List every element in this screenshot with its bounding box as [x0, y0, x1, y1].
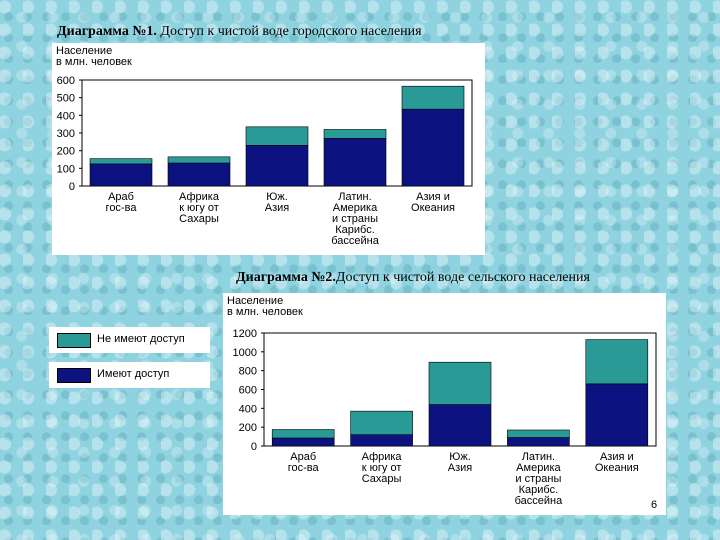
chart1-bar-no-access — [167, 162, 231, 187]
chart2-bar-no-access — [428, 404, 492, 447]
chart2-bar-no-access — [585, 383, 649, 447]
chart2-y-tick-label: 1200 — [233, 328, 257, 340]
chart1-category-label: Латин. — [338, 191, 371, 203]
chart1-category-label: Юж. — [266, 191, 288, 203]
chart2-category-label: Юж. — [449, 451, 471, 463]
chart1-category-label: Сахары — [179, 213, 219, 225]
chart1-category-label: и страны — [332, 213, 378, 225]
chart2-category-label: Латин. — [522, 451, 555, 463]
chart2-bar-no-access — [350, 434, 413, 447]
chart2-category-label: Америка — [516, 462, 561, 474]
chart1-bar-has-access — [323, 129, 387, 139]
chart2-bar-has-access — [350, 410, 413, 435]
chart1-bar-no-access — [401, 108, 465, 187]
chart1-category-label: бассейна — [331, 235, 380, 247]
chart2-y-tick-label: 1000 — [233, 347, 257, 359]
legend-label-no-access: Имеют доступ — [97, 368, 170, 380]
legend-label-has-access: Не имеют доступ — [97, 333, 185, 345]
chart2-bar-no-access — [271, 437, 335, 447]
chart2-panel: Население в млн. человек 0 200 400 600 800 1000… — [223, 293, 666, 515]
legend-swatch-no-access — [57, 368, 91, 383]
chart1-y-tick-label: 400 — [57, 110, 75, 122]
chart1-bar-has-access — [401, 85, 465, 110]
chart2-y-tick-label: 200 — [239, 422, 257, 434]
chart2-bar-has-access — [585, 339, 649, 385]
chart1-category-label: гос-ва — [106, 202, 138, 214]
chart1-ylabel-line: в млн. человек — [56, 56, 132, 68]
chart2-category-label: Океания — [595, 462, 639, 474]
chart2-category-label: Азия и — [600, 451, 634, 463]
chart2-y-tick-label: 600 — [239, 385, 257, 397]
page-number: 6 — [651, 499, 658, 511]
chart1-bar-no-access — [245, 145, 309, 187]
chart2-y-tick-label: 800 — [239, 366, 257, 378]
chart1-y-tick-label: 200 — [57, 146, 75, 158]
chart2-category-label: к югу от — [362, 462, 402, 474]
chart2-ylabel-line: Население — [227, 295, 283, 307]
chart2-bar-no-access — [507, 437, 570, 447]
chart1-y-tick-label: 600 — [57, 75, 75, 87]
chart2-category-label: Карибс. — [519, 484, 559, 496]
chart1-title-text: Доступ к чистой воде городского населени… — [156, 24, 422, 39]
chart2-y-tick-label: 400 — [239, 403, 257, 415]
chart1-category-label: Араб — [108, 191, 134, 203]
chart1-category-label: Азия — [265, 202, 290, 214]
chart2-category-label: гос-ва — [288, 462, 320, 474]
chart2-title: Диаграмма №2.Доступ к чистой воде сельск… — [236, 270, 590, 286]
chart1-bar-has-access — [89, 158, 153, 165]
chart1-ylabel-line: Население — [56, 45, 112, 57]
chart2-title-text: Доступ к чистой воде сельского населения — [335, 270, 590, 285]
chart1-category-label: к югу от — [179, 202, 219, 214]
chart2-category-label: и страны — [515, 473, 561, 485]
legend-item-no-access: Имеют доступ — [49, 362, 210, 388]
chart1-bar-has-access — [245, 126, 309, 146]
chart2-ylabel-line: в млн. человек — [227, 306, 303, 318]
chart2-category-label: Араб — [290, 451, 316, 463]
legend-swatch-has-access — [57, 333, 91, 348]
chart2-title-number: Диаграмма №2. — [236, 270, 336, 285]
chart2-bar-has-access — [507, 429, 570, 438]
chart2-bar-has-access — [271, 429, 335, 439]
chart2-category-label: Азия — [448, 462, 473, 474]
legend-item-has-access: Не имеют доступ — [49, 327, 210, 353]
chart1-bar-no-access — [323, 138, 387, 187]
chart1-y-tick-label: 100 — [57, 163, 75, 175]
chart1-category-label: Америка — [333, 202, 378, 214]
chart1-y-tick-label: 0 — [69, 181, 75, 193]
chart1-title-number: Диаграмма №1. — [57, 24, 157, 39]
chart2-category-label: бассейна — [515, 495, 564, 507]
chart2-y-tick-label: 0 — [251, 441, 257, 453]
chart1-y-tick-label: 300 — [57, 128, 75, 140]
chart1-category-label: Карибс. — [335, 224, 375, 236]
chart1-panel: Население в млн. человек 0 100 200 300 400 500 6… — [52, 43, 485, 255]
chart1-title: Диаграмма №1. Доступ к чистой воде город… — [57, 24, 422, 40]
chart2-bar-has-access — [428, 361, 492, 405]
chart1-bar-no-access — [89, 163, 153, 187]
chart2-category-label: Сахары — [362, 473, 402, 485]
chart1-y-tick-label: 500 — [57, 93, 75, 105]
chart1-category-label: Океания — [411, 202, 455, 214]
chart1-bar-has-access — [167, 156, 231, 164]
chart1-category-label: Африка — [179, 191, 220, 203]
chart1-category-label: Азия и — [416, 191, 450, 203]
chart2-category-label: Африка — [362, 451, 403, 463]
